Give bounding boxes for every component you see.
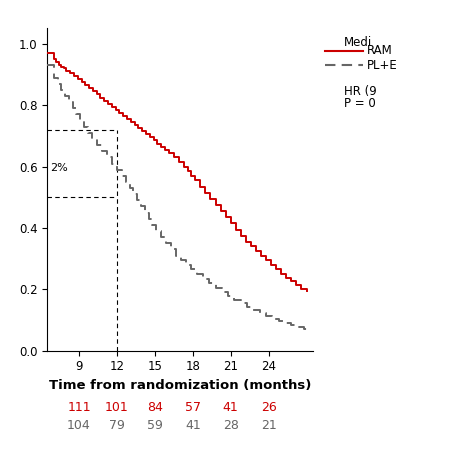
Text: 84: 84 [147, 401, 163, 413]
Text: 59: 59 [147, 419, 163, 432]
X-axis label: Time from randomization (months): Time from randomization (months) [49, 379, 311, 392]
Text: 2%: 2% [50, 163, 68, 173]
Text: RAM: RAM [367, 44, 393, 57]
Text: 111: 111 [67, 401, 91, 413]
Text: 104: 104 [67, 419, 91, 432]
Text: P = 0: P = 0 [344, 97, 375, 110]
Text: 101: 101 [105, 401, 129, 413]
Text: 28: 28 [223, 419, 238, 432]
Text: 26: 26 [261, 401, 276, 413]
Text: 21: 21 [261, 419, 276, 432]
Text: 79: 79 [109, 419, 125, 432]
Text: 41: 41 [223, 401, 238, 413]
Text: Medi: Medi [344, 36, 372, 48]
Text: 57: 57 [185, 401, 201, 413]
Text: 41: 41 [185, 419, 201, 432]
Text: HR (9: HR (9 [344, 85, 376, 98]
Text: PL+E: PL+E [367, 59, 398, 72]
